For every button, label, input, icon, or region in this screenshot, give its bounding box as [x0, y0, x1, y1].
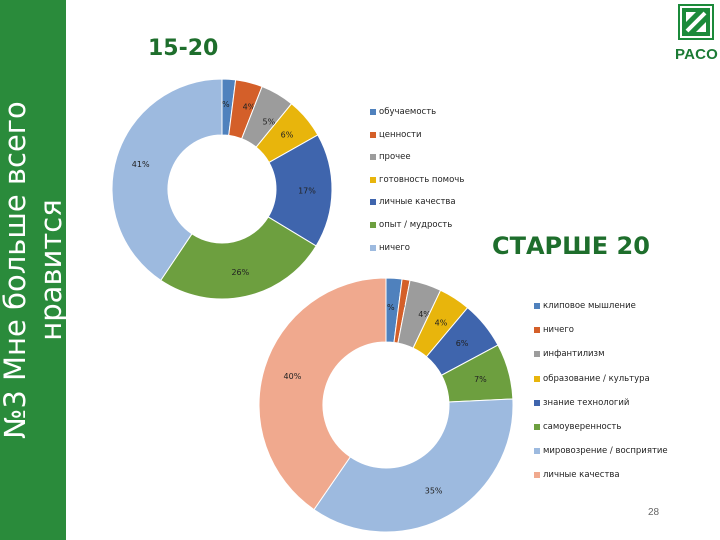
chart-2-legend-label-3: инфантилизм — [543, 349, 605, 360]
chart-2-legend-label-2: ничего — [543, 325, 574, 336]
chart-2-slice-7 — [313, 398, 514, 533]
chart-1-legend-swatch-3 — [370, 154, 376, 161]
logo: РАСО — [675, 2, 720, 76]
chart-1-data-label-4: 6% — [281, 130, 294, 139]
chart-1-legend-label-7: ничего — [379, 242, 410, 253]
chart-2-legend-label-6: самоуверенность — [543, 422, 622, 432]
chart-2-legend-swatch-4 — [534, 375, 540, 382]
chart-1-data-label-2: 4% — [243, 103, 256, 112]
chart-2-data-label-3: 4% — [418, 310, 431, 319]
logo-mark-icon — [678, 4, 714, 40]
chart-1-legend-label-2: ценности — [379, 129, 422, 140]
chart-1-slice-7 — [111, 78, 223, 282]
chart-2-legend-label-5: знание технологий — [543, 397, 630, 408]
chart-2-slice-8 — [258, 277, 387, 511]
chart-1-data-label-5: 17% — [298, 186, 316, 195]
chart-2-legend-swatch-1 — [534, 303, 540, 309]
chart-1-legend-swatch-7 — [370, 244, 376, 251]
chart-2-legend-swatch-6 — [534, 424, 540, 430]
chart-1-legend-swatch-6 — [370, 222, 376, 228]
chart-2-legend-swatch-3 — [534, 351, 540, 358]
logo-text: РАСО — [675, 46, 719, 63]
chart-1-data-label-6: 26% — [231, 268, 249, 277]
chart-1-legend-label-1: обучаемость — [379, 107, 437, 117]
chart-2-data-label-1: 1% — [382, 303, 395, 312]
side-band: №3 Мне больше всего нравится — [0, 0, 66, 540]
chart-1-data-label-1: 2% — [217, 100, 230, 109]
chart-2-legend-swatch-8 — [534, 472, 540, 479]
chart-1-legend-swatch-1 — [370, 109, 376, 115]
chart-1-legend-label-5: личные качества — [379, 197, 456, 208]
chart-1-slice-6 — [160, 216, 317, 300]
chart-2-data-label-4: 4% — [435, 319, 448, 328]
chart-1-title: 15-20 — [148, 36, 219, 61]
chart-1-legend-swatch-4 — [370, 176, 376, 183]
chart-2-legend-label-8: личные качества — [543, 470, 620, 481]
chart-2-data-label-8: 40% — [284, 372, 302, 381]
chart-2-legend-swatch-7 — [534, 448, 540, 455]
chart-2-data-label-7: 35% — [425, 487, 443, 496]
chart-2-legend-swatch-5 — [534, 399, 540, 406]
chart-1-legend-swatch-5 — [370, 199, 376, 206]
chart-2-legend-label-7: мировозрение / восприятие — [543, 446, 668, 457]
chart-1-legend-label-6: опыт / мудрость — [379, 220, 453, 230]
chart-2-legend-label-4: образование / культура — [543, 373, 650, 384]
chart-1-data-label-3: 5% — [263, 118, 276, 127]
chart-1-legend-label-4: готовность помочь — [379, 174, 465, 185]
chart-2-legend-label-1: клиповое мышление — [543, 301, 636, 311]
chart-1-legend-swatch-2 — [370, 131, 376, 138]
chart-2-title: СТАРШЕ 20 — [492, 232, 650, 260]
slide-number: 28 — [648, 507, 660, 518]
chart-2-data-label-6: 7% — [474, 375, 487, 384]
chart-1-data-label-7: 41% — [132, 160, 150, 169]
chart-2-legend-swatch-2 — [534, 327, 540, 334]
chart-1-legend-label-3: прочее — [379, 152, 411, 163]
chart-2-data-label-5: 6% — [456, 339, 469, 348]
